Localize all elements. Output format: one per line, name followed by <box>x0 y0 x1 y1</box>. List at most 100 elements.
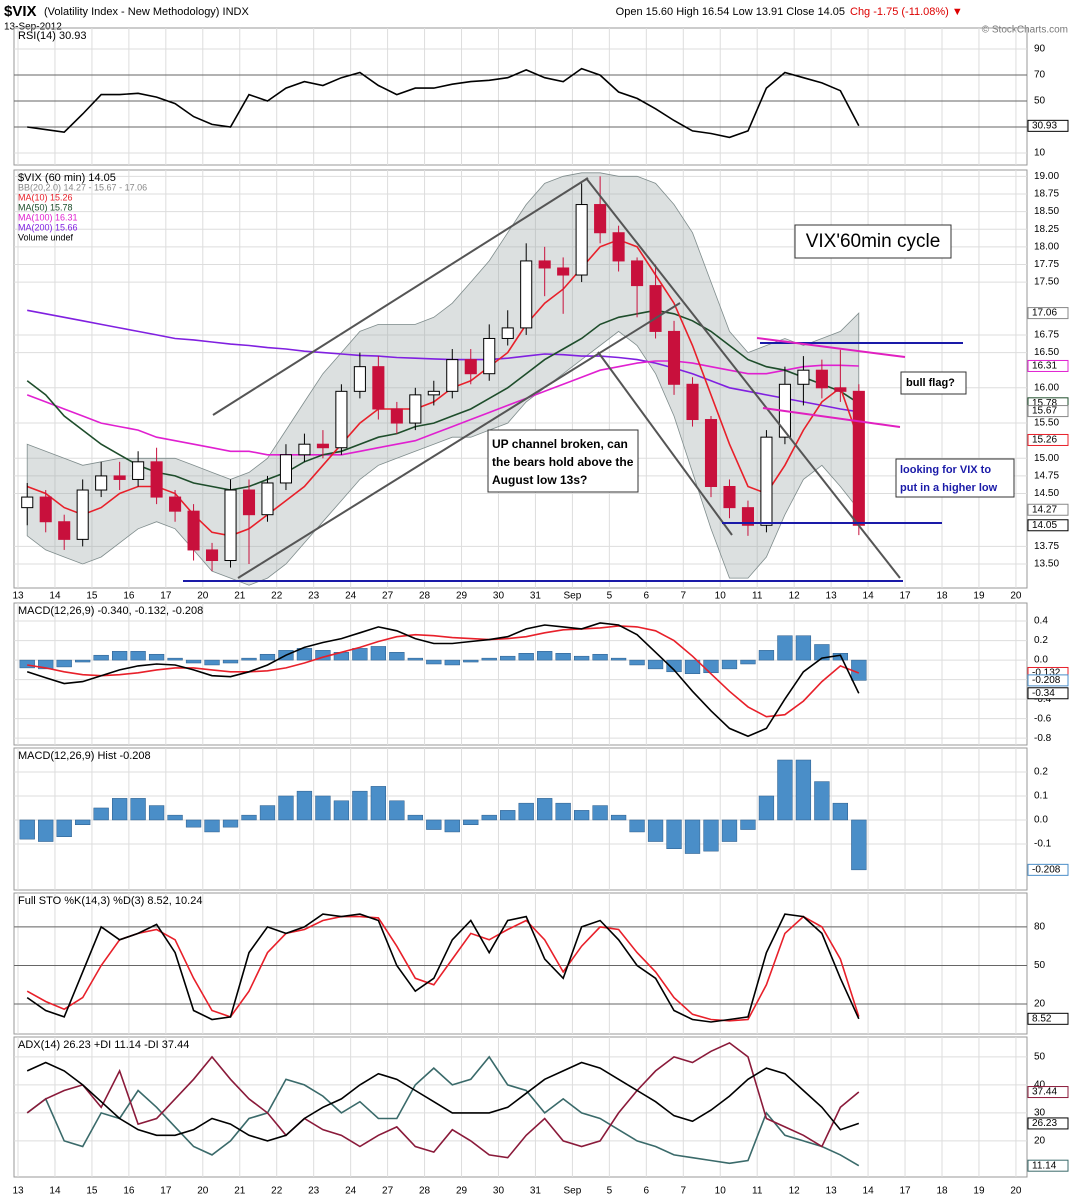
hist-bar <box>481 657 497 661</box>
panel-frame <box>13 1036 1028 1178</box>
candle-body <box>113 475 126 480</box>
x-tick-label: 18 <box>936 1186 948 1197</box>
y-tick-label: 18.75 <box>1034 189 1059 200</box>
x-tick-label: 27 <box>382 591 394 602</box>
series-line <box>26 913 860 1023</box>
legend-entry: ADX(14) 26.23 +DI 11.14 -DI 37.44 <box>18 1039 189 1051</box>
hist-bar <box>370 646 387 661</box>
candle-body <box>760 436 773 526</box>
hist-bar <box>814 781 830 821</box>
value-marker <box>1027 1159 1069 1172</box>
channel-line <box>237 302 681 579</box>
x-tick-label: 21 <box>234 1186 246 1197</box>
hist-bar <box>740 819 756 830</box>
hist-bar <box>555 802 571 821</box>
candle-body <box>797 369 810 385</box>
note-text: looking for VIX to <box>900 464 991 476</box>
candle-body <box>95 475 108 491</box>
note-box <box>487 429 639 493</box>
candle-body <box>594 204 607 234</box>
candle-body <box>686 383 699 421</box>
x-tick-label: 22 <box>271 591 283 602</box>
channel-line <box>597 351 733 536</box>
value-marker <box>1027 359 1069 372</box>
symbol: $VIX <box>4 3 37 20</box>
hist-bar <box>352 790 368 821</box>
x-tick-label: 31 <box>530 591 542 602</box>
hist-bar <box>703 659 719 674</box>
hist-bar <box>278 795 294 821</box>
candle-body <box>741 507 755 526</box>
candle-body <box>704 419 718 487</box>
y-tick-label: -0.8 <box>1034 733 1052 744</box>
value-marker <box>1027 307 1069 320</box>
hist-bar <box>684 659 701 675</box>
x-tick-label: 11 <box>752 1186 763 1197</box>
candle-body <box>483 337 496 375</box>
y-tick-label: 13.75 <box>1034 541 1059 552</box>
hist-bar <box>204 659 220 666</box>
hist-bar <box>573 655 590 661</box>
candle-body <box>21 496 34 509</box>
value-marker <box>1027 1012 1069 1025</box>
hist-bar <box>222 659 239 664</box>
y-tick-label: 50 <box>1034 96 1046 107</box>
candle-body <box>557 267 570 276</box>
x-tick-label: 14 <box>49 1186 61 1197</box>
hist-bar <box>38 659 54 670</box>
hist-bar <box>777 759 793 821</box>
value-marker-label: 37.44 <box>1032 1087 1057 1098</box>
candle-body <box>298 443 311 456</box>
y-tick-label: -0.1 <box>1034 839 1052 850</box>
value-marker-label: 16.31 <box>1032 361 1057 372</box>
y-tick-label: 18.00 <box>1034 241 1059 252</box>
x-tick-label: 27 <box>382 1186 394 1197</box>
hist-bar <box>148 653 165 661</box>
legend-entry: MA(50) 15.78 <box>18 202 73 212</box>
x-tick-label: 7 <box>680 591 686 602</box>
value-marker-label: -0.208 <box>1032 675 1061 686</box>
hist-bar <box>703 819 719 852</box>
x-tick-label: 20 <box>1010 1186 1022 1197</box>
hist-bar <box>500 810 516 821</box>
y-tick-label: 15.50 <box>1034 418 1059 429</box>
value-marker-label: 15.26 <box>1032 435 1057 446</box>
y-tick-label: 20 <box>1034 999 1046 1010</box>
hist-bar <box>426 819 442 830</box>
candle-body <box>187 510 200 551</box>
value-marker-label: 17.06 <box>1032 308 1057 319</box>
x-tick-label: 20 <box>197 591 209 602</box>
hist-bar <box>777 635 793 661</box>
series-line <box>27 625 860 718</box>
x-tick-label: Sep <box>564 1186 582 1197</box>
series-line <box>26 309 860 491</box>
legend-entry: BB(20,2.0) 14.27 - 15.67 - 17.06 <box>18 182 147 192</box>
hist-bar <box>19 659 35 669</box>
candle-body <box>279 454 293 484</box>
hist-bar <box>93 654 109 661</box>
candle-body <box>169 496 182 512</box>
x-tick-label: 7 <box>680 1186 686 1197</box>
y-tick-label: 40 <box>1034 1080 1046 1091</box>
note-text: UP channel broken, can <box>492 437 628 451</box>
hist-bar <box>573 810 590 821</box>
x-tick-label: 24 <box>345 1186 357 1197</box>
hist-bar <box>111 651 128 661</box>
hist-bar <box>426 659 442 665</box>
channel-line <box>212 177 589 416</box>
x-tick-label: 18 <box>936 591 948 602</box>
value-marker-label: 26.23 <box>1032 1118 1057 1129</box>
y-tick-label: 0.0 <box>1034 815 1048 826</box>
hist-bar <box>130 798 146 821</box>
series-line <box>26 360 859 456</box>
channel-line <box>585 177 901 579</box>
series-line <box>26 622 860 738</box>
hist-bar <box>444 659 460 666</box>
panel-frame <box>13 169 1028 589</box>
hist-bar <box>370 786 387 821</box>
x-tick-label: 15 <box>86 1186 98 1197</box>
hist-bar <box>130 651 146 661</box>
hist-bar <box>666 659 682 673</box>
x-tick-label: 16 <box>123 591 135 602</box>
note-box <box>895 458 1015 498</box>
